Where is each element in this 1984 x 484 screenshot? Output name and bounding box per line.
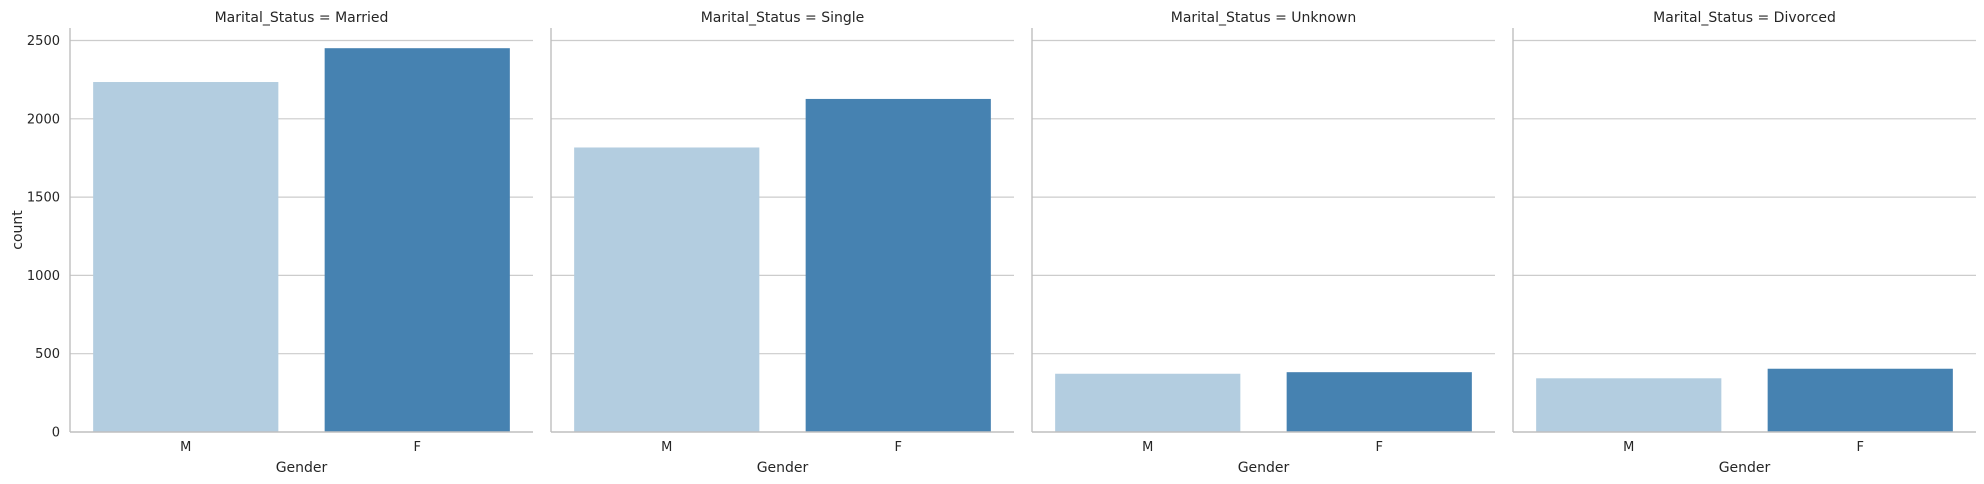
x-tick-label: M <box>661 440 672 455</box>
y-axis-title: count <box>10 210 26 250</box>
x-axis-title: Gender <box>757 460 809 476</box>
bar-f[interactable] <box>324 48 510 432</box>
bar-m[interactable] <box>1055 373 1241 432</box>
bar-m[interactable] <box>93 82 279 432</box>
x-tick-label: M <box>1623 440 1634 455</box>
x-tick-label: M <box>1142 440 1153 455</box>
bar-m[interactable] <box>574 147 760 432</box>
bar-f[interactable] <box>805 98 991 433</box>
x-axis-title: Gender <box>276 460 328 476</box>
x-tick-label: M <box>180 440 191 455</box>
x-tick-label: F <box>414 440 421 455</box>
panel-title: Marital_Status = Unknown <box>1171 10 1357 26</box>
x-tick-label: F <box>1376 440 1383 455</box>
y-tick-label: 500 <box>35 347 60 362</box>
panel-title: Marital_Status = Married <box>215 10 389 26</box>
y-tick-label: 1000 <box>27 269 60 284</box>
bar-f[interactable] <box>1767 368 1953 432</box>
y-tick-label: 2000 <box>27 112 60 127</box>
x-tick-label: F <box>1857 440 1864 455</box>
panel-title: Marital_Status = Divorced <box>1653 10 1836 26</box>
x-tick-label: F <box>895 440 902 455</box>
y-tick-label: 1500 <box>27 191 60 206</box>
bar-f[interactable] <box>1286 372 1472 432</box>
bar-m[interactable] <box>1536 378 1722 432</box>
x-axis-title: Gender <box>1238 460 1290 476</box>
panel-title: Marital_Status = Single <box>701 10 865 26</box>
y-tick-label: 0 <box>52 426 60 441</box>
y-tick-label: 2500 <box>27 34 60 49</box>
x-axis-title: Gender <box>1719 460 1771 476</box>
